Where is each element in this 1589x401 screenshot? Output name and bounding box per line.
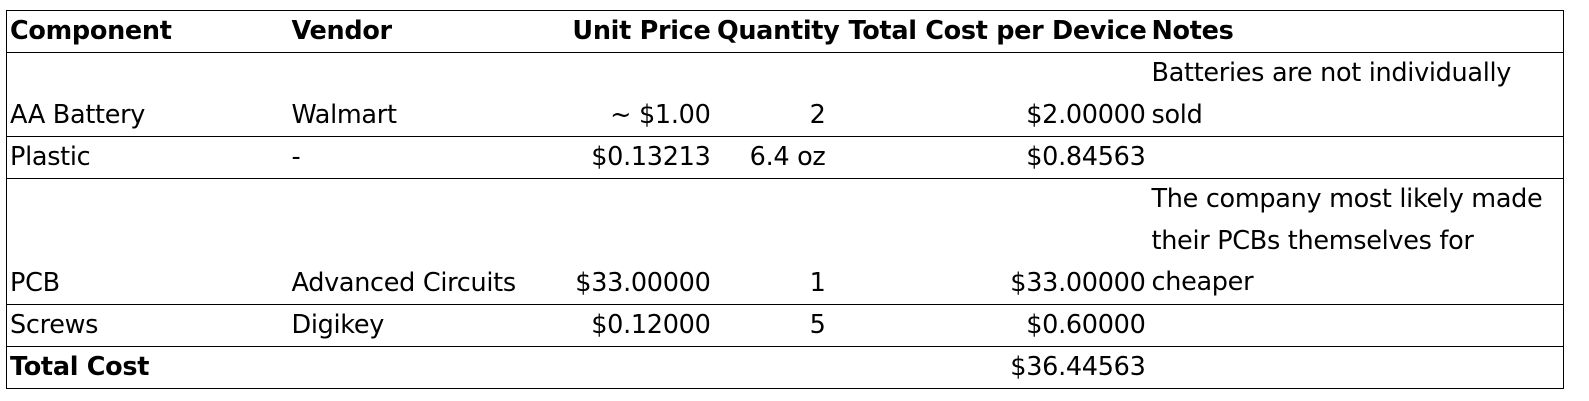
cell-notes: [1148, 136, 1564, 179]
empty-cell: [714, 346, 846, 388]
total-label: Total Cost: [10, 351, 150, 382]
cell-vendor: Digikey: [288, 304, 551, 347]
header-total-cost: Total Cost per Device: [845, 10, 1149, 53]
cell-unit-price: $33.00000: [550, 178, 714, 305]
header-vendor: Vendor: [288, 10, 551, 53]
table-row: AA Battery Walmart ~ $1.00 2 $2.00000 Ba…: [6, 52, 1564, 137]
cell-total-cost: $0.60000: [845, 304, 1149, 347]
table-row: Screws Digikey $0.12000 5 $0.60000: [6, 304, 1564, 347]
header-row: Component Vendor Unit Price Quantity Tot…: [6, 10, 1564, 53]
cell-quantity: 6.4 oz: [713, 136, 846, 179]
cell-total-cost: $2.00000: [845, 52, 1149, 137]
cell-vendor: Walmart: [288, 52, 551, 137]
cell-total-cost: $0.84563: [845, 136, 1149, 179]
cell-unit-price: ~ $1.00: [550, 52, 714, 137]
cell-vendor: -: [288, 136, 551, 179]
cell-total-cost: $33.00000: [845, 178, 1149, 305]
header-quantity: Quantity: [713, 10, 846, 53]
cell-unit-price: $0.13213: [550, 136, 714, 179]
cell-notes: The company most likely made their PCBs …: [1148, 178, 1564, 305]
cell-unit-price: $0.12000: [550, 304, 714, 347]
cell-quantity: 1: [713, 178, 846, 305]
cell-quantity: 2: [713, 52, 846, 137]
cell-vendor: Advanced Circuits: [288, 178, 551, 305]
cell-quantity: 5: [713, 304, 846, 347]
total-row: Total Cost $36.44563: [7, 346, 1564, 388]
cell-component: Screws: [6, 304, 289, 347]
header-unit-price: Unit Price: [550, 10, 714, 53]
cell-component: Plastic: [6, 136, 289, 179]
cost-table: Component Vendor Unit Price Quantity Tot…: [6, 10, 1564, 389]
table-row: Plastic - $0.13213 6.4 oz $0.84563: [6, 136, 1564, 179]
cell-component: AA Battery: [6, 52, 289, 137]
cell-component: PCB: [6, 178, 289, 305]
table-row: PCB Advanced Circuits $33.00000 1 $33.00…: [6, 178, 1564, 305]
cell-notes: Batteries are not individually sold: [1148, 52, 1564, 137]
header-notes: Notes: [1148, 10, 1564, 53]
empty-cell: [551, 346, 714, 388]
empty-cell: [1149, 346, 1564, 388]
empty-cell: [289, 346, 551, 388]
total-value: $36.44563: [1010, 351, 1146, 382]
cell-notes: [1148, 304, 1564, 347]
header-component: Component: [6, 10, 289, 53]
